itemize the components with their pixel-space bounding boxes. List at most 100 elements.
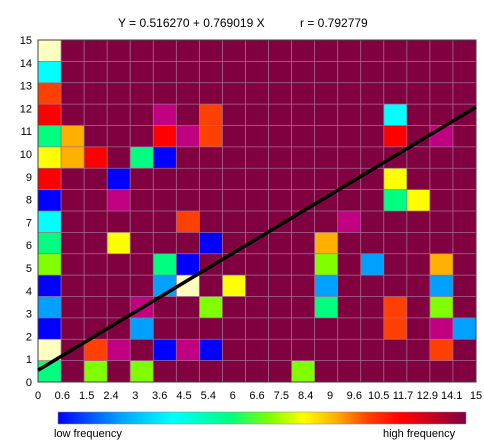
heatmap-cell (61, 104, 85, 126)
heatmap-cell (314, 82, 338, 105)
heatmap-cell (268, 296, 292, 319)
heatmap-cell (268, 104, 292, 126)
heatmap-cell (291, 146, 315, 169)
heatmap-cell (222, 296, 246, 319)
heatmap-cell (314, 168, 338, 190)
y-tick-label: 1 (26, 354, 32, 366)
heatmap-cell (153, 296, 177, 319)
heatmap-cell (383, 211, 408, 233)
heatmap-cell (130, 146, 154, 169)
heatmap-cell (153, 125, 177, 148)
heatmap-cell (107, 339, 131, 361)
x-tick-label: 0 (35, 390, 41, 402)
heatmap-cell (245, 211, 269, 233)
x-tick-label: 14.1 (441, 390, 462, 402)
heatmap-cell (84, 168, 108, 190)
heatmap-cell (84, 253, 108, 276)
heatmap-cell (130, 125, 154, 148)
heatmap-cell (406, 339, 431, 361)
heatmap-cell (107, 61, 131, 84)
heatmap-cell (199, 360, 223, 383)
heatmap-cell (383, 360, 408, 383)
heatmap-cell (199, 232, 223, 255)
heatmap-cell (245, 61, 269, 84)
x-tick-label: 0.6 (55, 390, 70, 402)
heatmap-cell (360, 146, 385, 169)
heatmap-cell (314, 360, 338, 383)
heatmap-cell (314, 61, 338, 84)
heatmap-cell (337, 211, 362, 233)
heatmap-cell (84, 232, 108, 255)
heatmap-cell (337, 146, 362, 169)
heatmap-cell (360, 317, 385, 340)
x-tick-label: 5.4 (201, 390, 216, 402)
heatmap-cell (61, 125, 85, 148)
heatmap-cell (38, 146, 62, 169)
heatmap-cell (268, 275, 292, 297)
heatmap-cell (176, 232, 200, 255)
heatmap-cell (314, 339, 338, 361)
heatmap-cell (222, 189, 246, 212)
heatmap-cell (268, 360, 292, 383)
heatmap-cell (222, 40, 246, 62)
heatmap-cell (176, 211, 200, 233)
y-tick-label: 12 (20, 103, 32, 115)
heatmap-cell (406, 146, 431, 169)
heatmap-cell (452, 275, 477, 297)
heatmap-cell (222, 125, 246, 148)
plot-border (37, 39, 477, 383)
heatmap-cell (153, 189, 177, 212)
heatmap-cell (314, 232, 338, 255)
heatmap-cell (383, 125, 408, 148)
heatmap-cell (176, 146, 200, 169)
heatmap-cell (406, 104, 431, 126)
heatmap-cell (406, 40, 431, 62)
y-tick-label: 10 (20, 149, 32, 161)
heatmap-cell (222, 168, 246, 190)
y-tick-label: 6 (26, 240, 32, 252)
heatmap-cell (452, 211, 477, 233)
heatmap-cell (199, 211, 223, 233)
heatmap-cell (38, 232, 62, 255)
heatmap-cell (291, 104, 315, 126)
x-tick-label: 1.5 (79, 390, 94, 402)
heatmap-cell (406, 360, 431, 383)
heatmap-cell (360, 211, 385, 233)
heatmap-cell (107, 360, 131, 383)
heatmap-cell (291, 168, 315, 190)
heatmap-cell (429, 275, 454, 297)
heatmap-cell (452, 125, 477, 148)
heatmap-cell (199, 189, 223, 212)
heatmap-cell (452, 317, 477, 340)
heatmap-cell (268, 40, 292, 62)
heatmap-cell (199, 317, 223, 340)
heatmap-cell (176, 296, 200, 319)
heatmap-cell (314, 253, 338, 276)
heatmap-cell (383, 317, 408, 340)
heatmap-cell (291, 275, 315, 297)
heatmap-cell (406, 253, 431, 276)
y-tick-label: 2 (26, 331, 32, 343)
heatmap-cell (314, 317, 338, 340)
heatmap-cell (107, 168, 131, 190)
heatmap-cell (61, 40, 85, 62)
heatmap-cell (130, 211, 154, 233)
heatmap-cell (199, 125, 223, 148)
x-tick-label: 12.9 (417, 390, 438, 402)
heatmap-cell (38, 317, 62, 340)
heatmap-cell (429, 168, 454, 190)
heatmap-cell (84, 146, 108, 169)
heatmap-cell (38, 40, 62, 62)
heatmap-cell (84, 211, 108, 233)
x-tick-label: 4.5 (176, 390, 191, 402)
correlation-coefficient: r = 0.792779 (300, 16, 368, 30)
heatmap-cell (130, 61, 154, 84)
heatmap-cell (176, 168, 200, 190)
heatmap-cell (291, 232, 315, 255)
heatmap-cell (406, 61, 431, 84)
heatmap-cell (314, 40, 338, 62)
heatmap-cell (337, 275, 362, 297)
heatmap-cell (291, 360, 315, 383)
heatmap-cell (245, 168, 269, 190)
heatmap-cell (176, 360, 200, 383)
